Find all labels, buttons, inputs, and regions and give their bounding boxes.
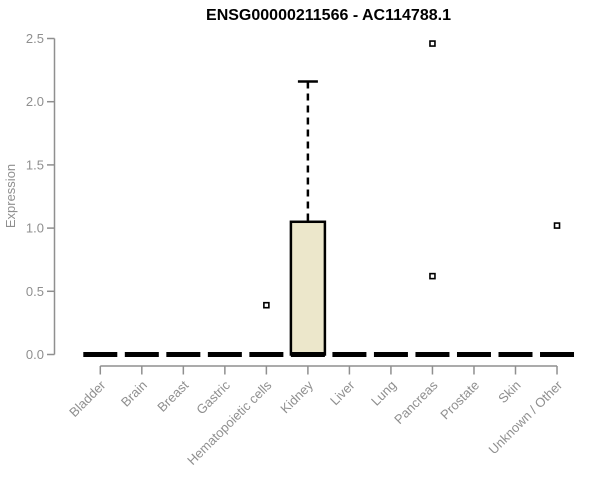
x-tick-label: Gastric — [193, 377, 233, 417]
y-axis: 0.0 0.5 1.0 1.5 2.0 2.5 — [26, 31, 56, 362]
x-tick-label: Kidney — [277, 377, 316, 416]
x-tick-label: Prostate — [437, 378, 482, 423]
boxplot-kidney — [289, 80, 327, 357]
x-tick-label: Bladder — [66, 377, 109, 420]
iqr-box — [289, 220, 327, 356]
outlier-marker — [429, 40, 436, 47]
outlier-marker — [263, 301, 270, 309]
x-tick-label: Brain — [118, 378, 150, 410]
x-tick-label: Lung — [368, 378, 399, 409]
x-tick-label: Pancreas — [391, 377, 441, 427]
y-tick-label: 2.5 — [26, 31, 44, 46]
y-tick-label: 0.5 — [26, 284, 44, 299]
x-tick-label: Unknown / Other — [486, 377, 566, 457]
y-tick-label: 1.5 — [26, 157, 44, 172]
outlier-marker — [429, 272, 436, 280]
x-tick-label: Liver — [327, 377, 358, 408]
x-tick-label: Skin — [495, 378, 523, 406]
boxplot-unknown-other — [540, 222, 575, 357]
boxplot-pancreas — [415, 40, 450, 357]
y-tick-label: 0.0 — [26, 347, 44, 362]
boxplot-hematopoietic-cells — [249, 301, 284, 357]
chart-title: ENSG00000211566 - AC114788.1 — [206, 7, 451, 24]
x-tick-label: Breast — [154, 377, 191, 414]
y-tick-label: 2.0 — [26, 94, 44, 109]
y-tick-label: 1.0 — [26, 221, 44, 236]
outlier-marker — [553, 222, 561, 229]
